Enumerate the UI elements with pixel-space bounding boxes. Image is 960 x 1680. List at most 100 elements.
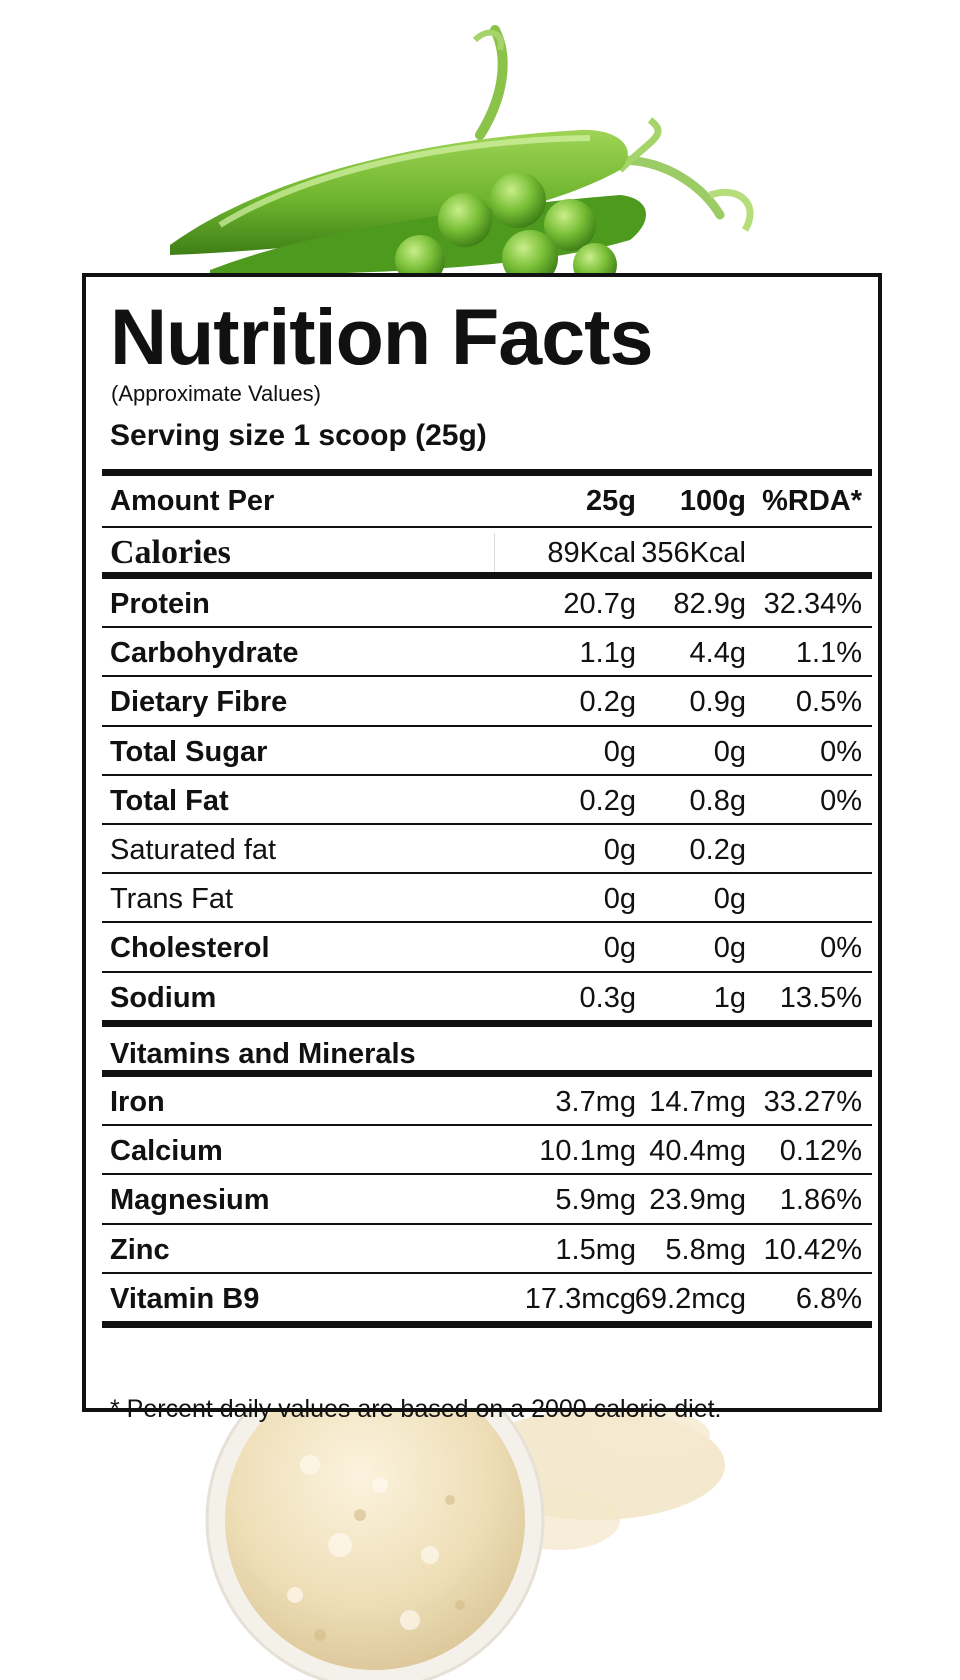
nutrient-value: 0.3g	[579, 981, 636, 1014]
nutrient-name: Calcium	[110, 1135, 223, 1168]
nutrient-name: Dietary Fibre	[110, 686, 288, 719]
label-title: Nutrition Facts	[110, 292, 653, 381]
divider	[102, 724, 872, 727]
divider	[102, 1173, 872, 1176]
nutrient-value: 0%	[820, 932, 862, 965]
nutrient-value: 0.2g	[579, 686, 636, 719]
table-row: Carbohydrate 1.1g 4.4g 1.1%	[102, 628, 872, 678]
nutrient-value: 1.5mg	[555, 1233, 636, 1266]
divider	[102, 626, 872, 629]
header-amount-per: Amount Per	[110, 485, 275, 517]
nutrient-value: 0.5%	[795, 686, 862, 719]
serving-size: Serving size 1 scoop (25g)	[110, 419, 487, 452]
nutrient-value: 0g	[713, 932, 746, 965]
divider	[102, 773, 872, 776]
nutrient-value: 3.7mg	[555, 1086, 636, 1118]
nutrient-value: 23.9mg	[649, 1184, 746, 1217]
label-subtitle: (Approximate Values)	[111, 381, 321, 406]
table-row: Dietary Fibre 0.2g 0.9g 0.5%	[102, 677, 872, 727]
nutrient-name: Total Sugar	[110, 735, 268, 768]
table-row: Cholesterol 0g 0g 0%	[102, 923, 872, 973]
column-header-row: Amount Per 25g 100g %RDA*	[102, 476, 872, 526]
table-row: Trans Fat 0g 0g	[102, 874, 872, 924]
nutrient-name: Cholesterol	[110, 932, 270, 965]
nutrient-value: 0g	[603, 932, 636, 965]
nutrient-value: 0g	[603, 735, 636, 768]
nutrient-value: 0.8g	[689, 784, 746, 817]
table-row: Magnesium 5.9mg 23.9mg 1.86%	[102, 1175, 872, 1225]
nutrient-name: Iron	[110, 1086, 165, 1118]
nutrient-value: 1.1g	[579, 637, 636, 670]
divider	[102, 1321, 872, 1328]
nutrient-name: Total Fat	[110, 784, 229, 817]
divider	[102, 1271, 872, 1274]
nutrient-value: 0.12%	[779, 1135, 862, 1168]
nutrient-value: 13.5%	[779, 981, 862, 1014]
divider	[102, 921, 872, 924]
table-row: Sodium 0.3g 1g 13.5%	[102, 973, 872, 1023]
nutrient-value: 10.1mg	[539, 1135, 636, 1168]
nutrient-value: 4.4g	[689, 637, 746, 670]
calories-100g: 356Kcal	[641, 537, 746, 569]
nutrient-value: 32.34%	[763, 588, 862, 620]
nutrient-value: 20.7g	[563, 588, 636, 620]
table-row: Total Sugar 0g 0g 0%	[102, 727, 872, 777]
table-row: Calcium 10.1mg 40.4mg 0.12%	[102, 1126, 872, 1176]
nutrient-value: 5.8mg	[665, 1233, 746, 1266]
table-row: Zinc 1.5mg 5.8mg 10.42%	[102, 1225, 872, 1275]
nutrient-name: Trans Fat	[110, 883, 234, 916]
nutrient-value: 5.9mg	[555, 1184, 636, 1217]
divider	[102, 823, 872, 825]
nutrient-name: Sodium	[110, 981, 217, 1014]
nutrient-name: Protein	[110, 588, 210, 620]
cell-divider	[494, 533, 495, 573]
nutrient-value: 69.2mcg	[634, 1282, 746, 1315]
nutrient-value: 0%	[820, 735, 862, 768]
nutrient-value: 0g	[603, 834, 636, 866]
divider-thick	[102, 469, 872, 476]
calories-25g: 89Kcal	[547, 537, 636, 569]
divider	[102, 1019, 872, 1027]
divider	[102, 1124, 872, 1127]
nutrient-value: 14.7mg	[649, 1086, 746, 1118]
nutrient-value: 0.2g	[579, 784, 636, 817]
table-row: Total Fat 0.2g 0.8g 0%	[102, 776, 872, 826]
table-row: Vitamin B9 17.3mcg 69.2mcg 6.8%	[102, 1274, 872, 1324]
nutrient-value: 0g	[603, 883, 636, 916]
nutrient-name: Zinc	[110, 1233, 170, 1266]
header-col-25g: 25g	[586, 485, 636, 517]
nutrient-name: Magnesium	[110, 1184, 270, 1217]
nutrient-value: 1g	[713, 981, 746, 1014]
footnote: * Percent daily values are based on a 20…	[110, 1395, 722, 1423]
divider-thick	[102, 1070, 872, 1077]
nutrient-value: 10.42%	[763, 1233, 862, 1266]
nutrient-value: 82.9g	[673, 588, 746, 620]
table-row: Saturated fat 0g 0.2g	[102, 825, 872, 875]
nutrient-name: Vitamin B9	[110, 1282, 260, 1315]
divider	[102, 675, 872, 678]
calories-row: Calories 89Kcal 356Kcal	[102, 528, 872, 578]
divider	[102, 1222, 872, 1225]
nutrient-name: Saturated fat	[110, 834, 277, 866]
nutrient-name: Carbohydrate	[110, 637, 299, 670]
pea-pods-image	[170, 25, 754, 275]
divider	[102, 970, 872, 973]
calories-label: Calories	[110, 534, 231, 571]
table-row: Iron 3.7mg 14.7mg 33.27%	[102, 1077, 872, 1127]
nutrition-facts-label: Nutrition Facts (Approximate Values) Ser…	[82, 273, 882, 1422]
vitamins-heading: Vitamins and Minerals	[110, 1038, 416, 1070]
nutrient-value: 17.3mcg	[524, 1282, 636, 1315]
nutrient-value: 6.8%	[795, 1282, 862, 1315]
divider-thick	[102, 572, 872, 579]
header-col-rda: %RDA*	[762, 485, 862, 517]
protein-powder-bowl-image	[205, 1405, 725, 1680]
nutrient-value: 0.2g	[689, 834, 746, 866]
nutrient-value: 0.9g	[689, 686, 746, 719]
nutrient-value: 1.86%	[779, 1184, 862, 1217]
table-row: Protein 20.7g 82.9g 32.34%	[102, 579, 872, 629]
nutrient-value: 0%	[820, 784, 862, 817]
nutrient-value: 1.1%	[795, 637, 862, 670]
divider	[102, 872, 872, 875]
header-col-100g: 100g	[679, 485, 746, 517]
nutrient-value: 33.27%	[763, 1086, 862, 1118]
